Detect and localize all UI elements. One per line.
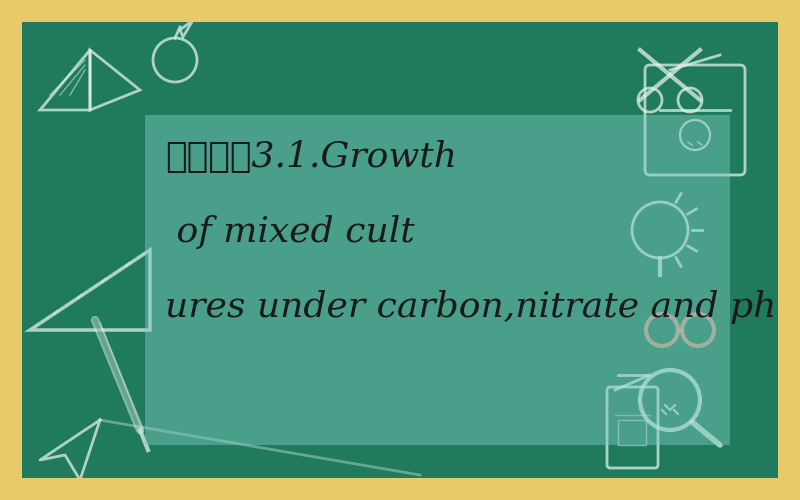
Bar [0, 0, 800, 22]
Bar [0, 0, 22, 500]
Bar [778, 0, 800, 500]
Text: ures under carbon,nitrate and phosphate limita...: ures under carbon,nitrate and phosphate … [165, 290, 800, 324]
Bar [145, 115, 730, 445]
Bar [0, 478, 800, 500]
Bar [618, 420, 646, 445]
Text: 英语翻译3.1.Growth: 英语翻译3.1.Growth [165, 140, 457, 174]
Text: of mixed cult: of mixed cult [165, 215, 414, 249]
